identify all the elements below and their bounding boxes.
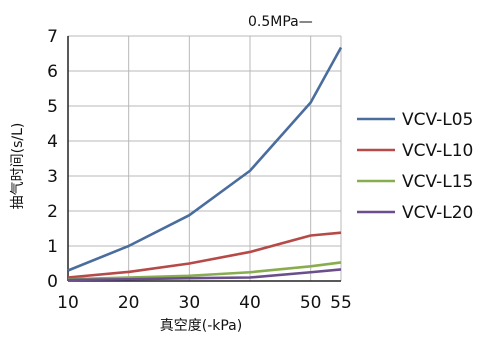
y-axis-title: 抽气时间(s/L) <box>10 123 26 210</box>
series-line-vcv-l05 <box>67 46 343 272</box>
legend-label: VCV-L10 <box>402 141 473 161</box>
tick-labels: 0 1 2 3 4 5 6 7 10 20 30 40 50 55 <box>47 27 352 313</box>
x-tick-label: 40 <box>239 293 261 313</box>
series-line-vcv-l15 <box>67 261 342 281</box>
legend: VCV-L05 VCV-L10 VCV-L15 VCV-L20 <box>357 110 473 223</box>
y-tick-label: 1 <box>47 237 58 257</box>
y-tick-label: 7 <box>47 27 58 47</box>
x-tick-label: 20 <box>118 293 140 313</box>
series-line-vcv-l10 <box>67 231 342 279</box>
x-tick-label: 55 <box>330 293 352 313</box>
x-tick-label: 10 <box>57 293 79 313</box>
axes <box>67 36 341 282</box>
y-tick-label: 4 <box>47 132 58 152</box>
chart-note: 0.5MPa— <box>248 14 313 30</box>
y-tick-label: 0 <box>47 272 58 292</box>
legend-label: VCV-L15 <box>402 172 473 192</box>
legend-label: VCV-L20 <box>402 203 473 223</box>
x-axis-title: 真空度(-kPa) <box>160 318 242 334</box>
grid <box>67 35 342 282</box>
series-lines <box>67 46 343 282</box>
x-tick-label: 50 <box>300 293 322 313</box>
x-tick-label: 30 <box>179 293 201 313</box>
legend-label: VCV-L05 <box>402 110 473 130</box>
series-line-vcv-l20 <box>67 268 342 282</box>
y-tick-label: 5 <box>47 97 58 117</box>
y-tick-label: 6 <box>47 62 58 82</box>
y-tick-label: 3 <box>47 167 58 187</box>
y-tick-label: 2 <box>47 202 58 222</box>
